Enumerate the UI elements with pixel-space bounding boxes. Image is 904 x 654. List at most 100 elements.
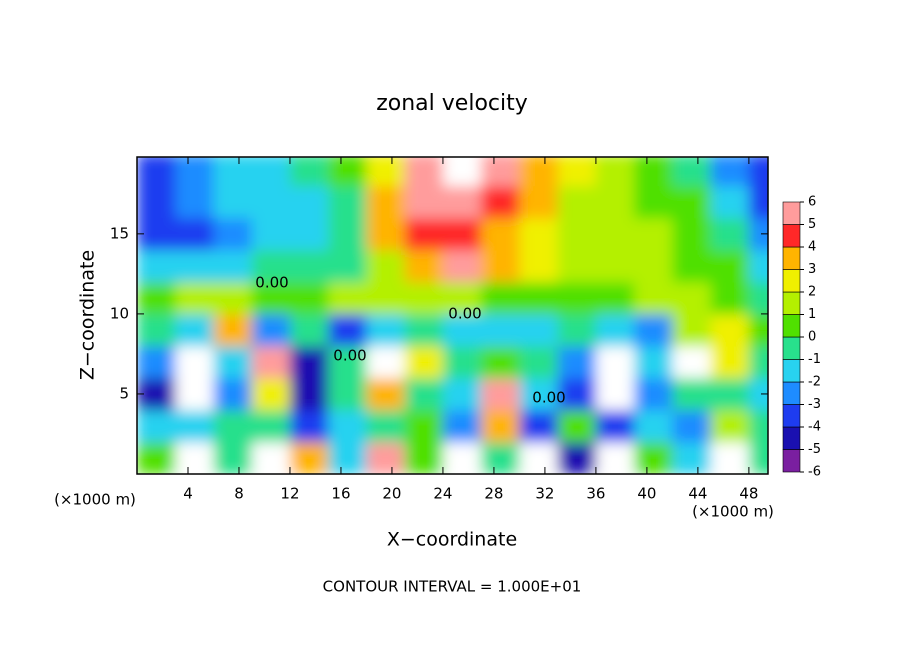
colorbar-swatch [782, 404, 801, 428]
cell [557, 345, 597, 379]
cell [213, 409, 253, 443]
cell [251, 313, 291, 347]
cell [175, 281, 214, 315]
colorbar-swatch [782, 201, 801, 225]
cell [251, 377, 291, 411]
cell [519, 157, 559, 187]
cell [634, 345, 673, 379]
cell [175, 409, 214, 443]
cell [710, 185, 750, 219]
cell [404, 409, 444, 443]
cell [442, 441, 482, 474]
cell [404, 345, 444, 379]
cell [442, 217, 482, 251]
cell [175, 441, 214, 474]
cell [213, 249, 253, 283]
cell [519, 217, 559, 251]
cell [557, 281, 597, 315]
cell [748, 409, 768, 443]
cell [481, 313, 520, 347]
y-axis-label: Z−coordinate [77, 250, 99, 380]
cell [595, 281, 635, 315]
cell [634, 409, 673, 443]
cell [672, 217, 712, 251]
cell [710, 281, 750, 315]
cell [481, 409, 520, 443]
cell [442, 185, 482, 219]
cell [595, 217, 635, 251]
cell [748, 157, 768, 187]
cell [213, 157, 253, 187]
cell [289, 377, 329, 411]
colorbar-swatch [782, 224, 801, 248]
cell [328, 157, 367, 187]
colorbar-label: 4 [808, 240, 816, 255]
cell [289, 281, 329, 315]
cell [328, 185, 367, 219]
colorbar-label: 1 [808, 307, 816, 322]
cell [289, 441, 329, 474]
cell [710, 313, 750, 347]
cell [404, 281, 444, 315]
colorbar-swatch [782, 426, 801, 450]
contour-label: 0.00 [448, 305, 481, 323]
cell [442, 409, 482, 443]
cell [442, 249, 482, 283]
cell [328, 217, 367, 251]
x-tick-label: 16 [331, 485, 350, 503]
cell [404, 185, 444, 219]
colorbar-swatch [782, 449, 801, 473]
cell [519, 313, 559, 347]
cell [710, 217, 750, 251]
cell [672, 249, 712, 283]
cell [595, 441, 635, 474]
cell [404, 313, 444, 347]
cell [137, 313, 176, 347]
colorbar-label: 5 [808, 217, 816, 232]
y-unit-label: (×1000 m) [54, 491, 136, 509]
cell [251, 281, 291, 315]
cell [634, 157, 673, 187]
cell [289, 409, 329, 443]
x-axis-label: X−coordinate [387, 529, 517, 551]
cell [251, 441, 291, 474]
colorbar-label: -3 [808, 397, 821, 412]
cell [213, 313, 253, 347]
cells [137, 157, 768, 474]
cell [519, 185, 559, 219]
cell [328, 313, 367, 347]
cell [634, 281, 673, 315]
cell [175, 185, 214, 219]
cell [481, 345, 520, 379]
cell [748, 217, 768, 251]
y-tick-label: 15 [110, 224, 129, 242]
x-tick-label: 48 [739, 485, 758, 503]
cell [557, 157, 597, 187]
y-tick-label: 5 [119, 384, 129, 402]
colorbar-swatch [782, 314, 801, 338]
cell [213, 345, 253, 379]
cell [672, 345, 712, 379]
colorbar-label: 6 [808, 195, 816, 210]
x-tick-label: 32 [535, 485, 554, 503]
x-tick-label: 28 [484, 485, 503, 503]
cell [366, 441, 406, 474]
cell [519, 377, 559, 411]
colorbar-label: -1 [808, 352, 821, 367]
cell [481, 217, 520, 251]
cell [710, 409, 750, 443]
cell [710, 157, 750, 187]
cell [557, 185, 597, 219]
cell [672, 281, 712, 315]
x-tick-label: 20 [382, 485, 401, 503]
cell [175, 313, 214, 347]
cell [289, 313, 329, 347]
cell [519, 281, 559, 315]
contour-label: 0.00 [255, 274, 288, 292]
cell [710, 377, 750, 411]
cell [328, 345, 367, 379]
x-tick-label: 40 [637, 485, 656, 503]
colorbar-label: -4 [808, 420, 821, 435]
cell [366, 377, 406, 411]
